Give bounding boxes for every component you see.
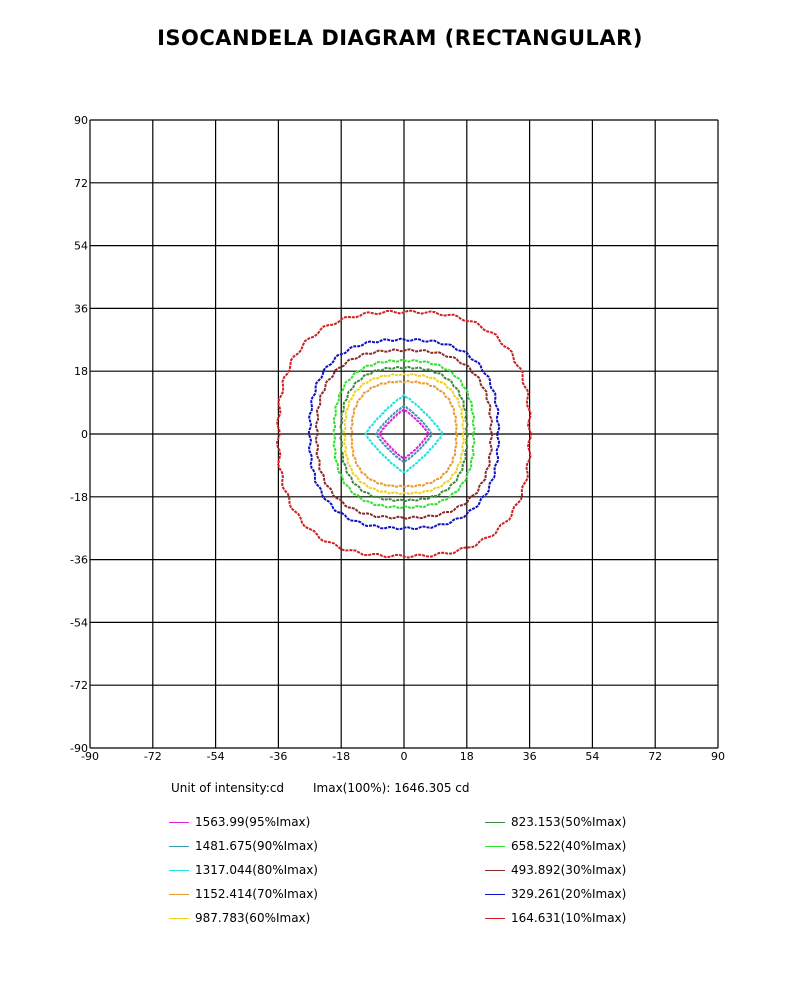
x-tick-label: 36 bbox=[523, 750, 537, 763]
legend-swatch bbox=[169, 845, 189, 847]
x-tick-label: -36 bbox=[269, 750, 287, 763]
contour-line bbox=[375, 405, 433, 464]
legend-label: 658.522(40%Imax) bbox=[511, 839, 627, 853]
contour-line bbox=[350, 380, 458, 488]
contour-line bbox=[339, 365, 469, 502]
x-tick-label: -72 bbox=[144, 750, 162, 763]
x-tick-label: 18 bbox=[460, 750, 474, 763]
legend-swatch bbox=[485, 917, 505, 919]
legend-item: 1152.414(70%Imax) bbox=[169, 886, 318, 902]
y-tick-label: 0 bbox=[81, 428, 88, 441]
contour-line bbox=[364, 393, 444, 473]
legend-label: 1481.675(90%Imax) bbox=[195, 839, 318, 853]
x-tick-label: -90 bbox=[81, 750, 99, 763]
contour-line bbox=[307, 337, 501, 531]
y-tick-label: -90 bbox=[70, 742, 88, 755]
y-tick-label: 72 bbox=[74, 177, 88, 190]
legend-label: 1152.414(70%Imax) bbox=[195, 887, 318, 901]
legend-swatch bbox=[169, 869, 189, 871]
y-tick-label: 18 bbox=[74, 365, 88, 378]
contour-lines bbox=[275, 309, 533, 559]
legend-label: 1317.044(80%Imax) bbox=[195, 863, 318, 877]
legend-swatch bbox=[169, 893, 189, 895]
legend-item: 987.783(60%Imax) bbox=[169, 910, 310, 926]
y-axis-ticks: 90 72 54 36 18 0 -18 -36 -54 -72 -90 bbox=[70, 114, 88, 755]
intensity-unit-label: Unit of intensity:cd bbox=[171, 781, 285, 795]
x-tick-label: -54 bbox=[207, 750, 225, 763]
x-tick-label: 0 bbox=[401, 750, 408, 763]
x-tick-label: 54 bbox=[585, 750, 599, 763]
y-tick-label: -18 bbox=[70, 491, 88, 504]
legend-item: 1563.99(95%Imax) bbox=[169, 814, 310, 830]
legend-item: 329.261(20%Imax) bbox=[485, 886, 626, 902]
legend-item: 164.631(10%Imax) bbox=[485, 910, 626, 926]
y-tick-label: 54 bbox=[74, 240, 88, 253]
legend-label: 493.892(30%Imax) bbox=[511, 863, 627, 877]
y-tick-label: 36 bbox=[74, 302, 88, 315]
legend-swatch bbox=[485, 845, 505, 847]
contour-line bbox=[275, 309, 533, 559]
legend-item: 823.153(50%Imax) bbox=[485, 814, 626, 830]
legend-item: 658.522(40%Imax) bbox=[485, 838, 626, 854]
y-tick-label: -72 bbox=[70, 679, 88, 692]
legend-swatch bbox=[485, 893, 505, 895]
legend-label: 823.153(50%Imax) bbox=[511, 815, 627, 829]
legend-item: 1481.675(90%Imax) bbox=[169, 838, 318, 854]
legend-item: 493.892(30%Imax) bbox=[485, 862, 626, 878]
contour-line bbox=[314, 348, 494, 520]
legend-item: 1317.044(80%Imax) bbox=[169, 862, 318, 878]
legend-swatch bbox=[169, 917, 189, 919]
contour-line bbox=[342, 373, 465, 496]
y-tick-label: 90 bbox=[74, 114, 88, 127]
x-tick-label: 72 bbox=[648, 750, 662, 763]
x-axis-ticks: -90 -72 -54 -36 -18 0 18 36 54 72 90 bbox=[81, 750, 725, 763]
x-tick-label: 90 bbox=[711, 750, 725, 763]
x-tick-label: -18 bbox=[332, 750, 350, 763]
legend-label: 987.783(60%Imax) bbox=[195, 911, 311, 925]
imax-label: Imax(100%): 1646.305 cd bbox=[313, 781, 470, 795]
legend-label: 164.631(10%Imax) bbox=[511, 911, 627, 925]
legend-swatch bbox=[169, 821, 189, 823]
contour-line bbox=[332, 358, 476, 510]
legend-swatch bbox=[485, 869, 505, 871]
legend-label: 329.261(20%Imax) bbox=[511, 887, 627, 901]
y-tick-label: -54 bbox=[70, 616, 88, 629]
legend-label: 1563.99(95%Imax) bbox=[195, 815, 311, 829]
legend-swatch bbox=[485, 821, 505, 823]
chart-title: ISOCANDELA DIAGRAM (RECTANGULAR) bbox=[157, 26, 643, 50]
contour-line bbox=[378, 408, 430, 460]
grid bbox=[89, 119, 719, 749]
y-tick-label: -36 bbox=[70, 554, 88, 567]
